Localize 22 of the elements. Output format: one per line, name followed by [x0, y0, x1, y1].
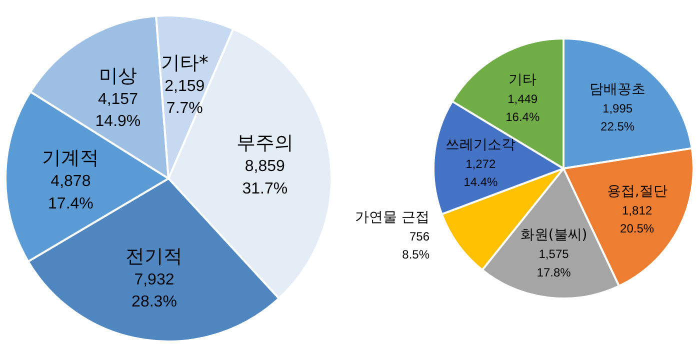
- data-label: 756 8.5%: [402, 229, 430, 262]
- data-label: 8,859 31.7%: [242, 158, 288, 198]
- slice-label: 기타*: [160, 52, 208, 74]
- data-label: 1,812 20.5%: [620, 203, 654, 236]
- slice-label: 화원(불씨): [520, 227, 588, 244]
- slice-label: 전기적: [126, 245, 183, 268]
- data-label: 1,449 16.4%: [506, 92, 540, 124]
- slice-label: 기타: [508, 72, 537, 88]
- data-label: 4,878 17.4%: [48, 173, 94, 212]
- slice-label: 부주의: [236, 132, 294, 154]
- slice-label: 용접,절단: [606, 183, 668, 200]
- data-label: 4,157 14.9%: [95, 90, 141, 130]
- slice-label: 담배꽁초: [590, 81, 646, 98]
- data-label: 1,995 22.5%: [600, 101, 635, 134]
- slice-label: 미상: [98, 64, 137, 87]
- data-label: 7,932 28.3%: [132, 271, 177, 310]
- slice-label: 기계적: [42, 147, 100, 170]
- slice-label: 쓰레기소각: [446, 136, 516, 153]
- data-label: 2,159 7.7%: [164, 78, 205, 118]
- data-label: 1,272 14.4%: [464, 156, 498, 190]
- data-label: 1,575 17.8%: [536, 247, 572, 280]
- slice-label: 가연물 근접: [355, 209, 430, 226]
